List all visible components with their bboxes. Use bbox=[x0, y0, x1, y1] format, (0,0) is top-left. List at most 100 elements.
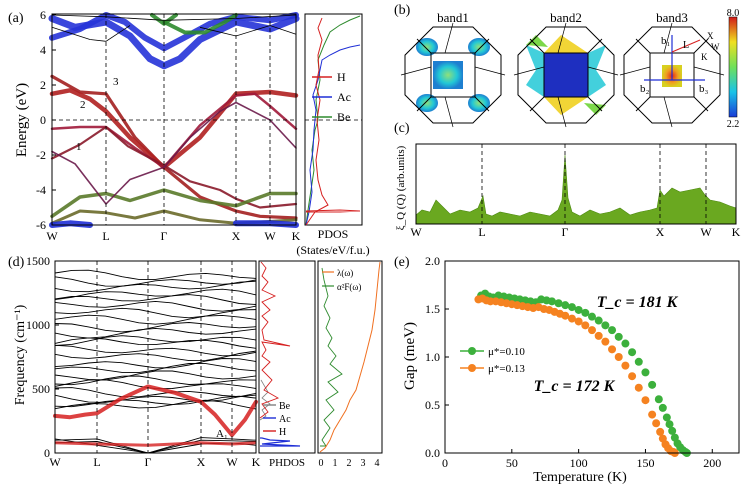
gap-point bbox=[608, 326, 617, 335]
low-phonon-mode bbox=[54, 441, 257, 447]
colorbar bbox=[728, 16, 738, 118]
colorbar-max: 8.0 bbox=[727, 8, 740, 19]
gap-point bbox=[567, 303, 576, 312]
phonon-bands bbox=[53, 269, 258, 454]
panel-e-ticks: 0 50 100 150 200 0.0 0.5 1.0 1.5 2.0 bbox=[425, 254, 721, 470]
panel-c-high-symmetry-lines bbox=[481, 144, 707, 224]
gap-point bbox=[608, 345, 617, 354]
gap-point bbox=[561, 301, 570, 310]
fs2-center bbox=[544, 53, 588, 97]
gap-point bbox=[628, 348, 637, 357]
fs2-sheet bbox=[544, 35, 588, 53]
gap-point bbox=[561, 311, 570, 320]
bz-edge bbox=[635, 96, 651, 112]
bz-edge bbox=[587, 66, 619, 76]
bz-edge bbox=[444, 96, 454, 128]
b3-label: b₃ bbox=[699, 83, 709, 95]
panel-c-kpoint-label: W bbox=[410, 225, 422, 239]
panel-a-ytick-label: 6 bbox=[40, 8, 46, 22]
k-point-label: K bbox=[701, 52, 708, 62]
panel-b-label: (b) bbox=[394, 3, 411, 18]
phonon-branch bbox=[54, 269, 257, 280]
panel-e-label: (e) bbox=[394, 255, 410, 270]
band-curve bbox=[49, 220, 93, 228]
gap-point bbox=[574, 305, 583, 314]
gap-legend-label: μ*=0.10 bbox=[488, 346, 525, 358]
gap-point bbox=[634, 383, 643, 392]
bz-edge bbox=[444, 22, 454, 54]
phdos-legend-label: H bbox=[279, 427, 286, 438]
gap-point bbox=[621, 339, 630, 348]
eliashberg-legend-label: α²F(ω) bbox=[337, 282, 361, 292]
band-label-3: 3 bbox=[113, 76, 119, 88]
panel-a-ylabel: Energy (eV) bbox=[14, 83, 30, 157]
nesting-function-area bbox=[415, 154, 737, 225]
phonon-branch bbox=[54, 370, 257, 381]
eliashberg-legend-label: λ(ω) bbox=[337, 268, 353, 278]
panel-c-kpoint-label: K bbox=[732, 225, 741, 239]
phdos-legend-label: Be bbox=[279, 401, 291, 412]
panel-a-kpoint-label: X bbox=[232, 229, 241, 243]
bz-edge bbox=[693, 96, 709, 112]
gap-point bbox=[581, 321, 590, 330]
fs1-pocket bbox=[416, 94, 438, 112]
eliashberg-curves bbox=[319, 261, 381, 453]
gap-point bbox=[656, 427, 665, 436]
panel-d-kpoint-label: K bbox=[252, 455, 261, 469]
gap-legend: μ*=0.10 μ*=0.13 bbox=[460, 346, 525, 375]
phonon-branch bbox=[54, 395, 257, 408]
gap-legend-label: μ*=0.13 bbox=[488, 363, 525, 375]
gap-point bbox=[668, 426, 677, 435]
gap-point bbox=[601, 321, 610, 330]
panel-e-frame bbox=[444, 260, 740, 454]
band1-title: band1 bbox=[437, 10, 469, 25]
panel-d-ytick-label: 1500 bbox=[26, 254, 50, 268]
bz-edge bbox=[663, 96, 673, 128]
phonon-branch bbox=[54, 375, 257, 386]
phonon-branch bbox=[54, 387, 257, 398]
phdos-ac-curve bbox=[260, 437, 301, 447]
phdos-xlabel: PHDOS bbox=[269, 457, 305, 469]
gap-legend-marker bbox=[468, 364, 476, 372]
pdos-legend-label: Be bbox=[337, 110, 350, 124]
b2-label: b₂ bbox=[640, 83, 650, 95]
gap-point bbox=[641, 368, 650, 377]
gap-point bbox=[547, 297, 556, 306]
panel-e-xtick-label: 0 bbox=[442, 456, 448, 470]
pdos-legend-label: Ac bbox=[337, 90, 351, 104]
gap-point bbox=[588, 326, 596, 335]
gap-point bbox=[641, 396, 650, 405]
panel-d-ytick-label: 1000 bbox=[26, 318, 50, 332]
phonon-branch bbox=[54, 294, 257, 305]
fs1-pocket bbox=[416, 38, 438, 56]
tc-label: T_c = 172 K bbox=[534, 378, 616, 395]
phonon-branch bbox=[54, 280, 257, 293]
panel-e-xlabel: Temperature (K) bbox=[533, 470, 627, 485]
panel-c-frame bbox=[415, 143, 737, 225]
gap-legend-marker bbox=[468, 347, 476, 355]
bz-edge bbox=[400, 66, 432, 76]
fs2-sheet bbox=[544, 97, 588, 115]
panel-d-ytick-label: 500 bbox=[32, 382, 50, 396]
panel-d-yticks: 0 500 1000 1500 bbox=[26, 254, 59, 460]
high-symmetry-lines bbox=[105, 14, 271, 225]
panel-a-ytick-label: 0 bbox=[40, 113, 46, 127]
pdos-h-curve bbox=[305, 17, 329, 226]
phonon-branch bbox=[54, 307, 257, 319]
panel-e-ytick-label: 0.0 bbox=[425, 446, 440, 460]
panel-c-kpoint-label: Γ bbox=[562, 225, 569, 239]
bz-path bbox=[671, 39, 701, 53]
panel-a-kpoint-label: W bbox=[264, 229, 276, 243]
bz-edge bbox=[529, 96, 545, 112]
band-curve bbox=[233, 220, 299, 228]
gap-point bbox=[594, 331, 603, 340]
phonon-branch bbox=[54, 288, 257, 301]
panel-a-ytick-label: -2 bbox=[36, 148, 46, 162]
fs2-sheet bbox=[526, 45, 544, 97]
gap-point bbox=[648, 380, 657, 389]
l-point-label: L bbox=[683, 40, 689, 51]
